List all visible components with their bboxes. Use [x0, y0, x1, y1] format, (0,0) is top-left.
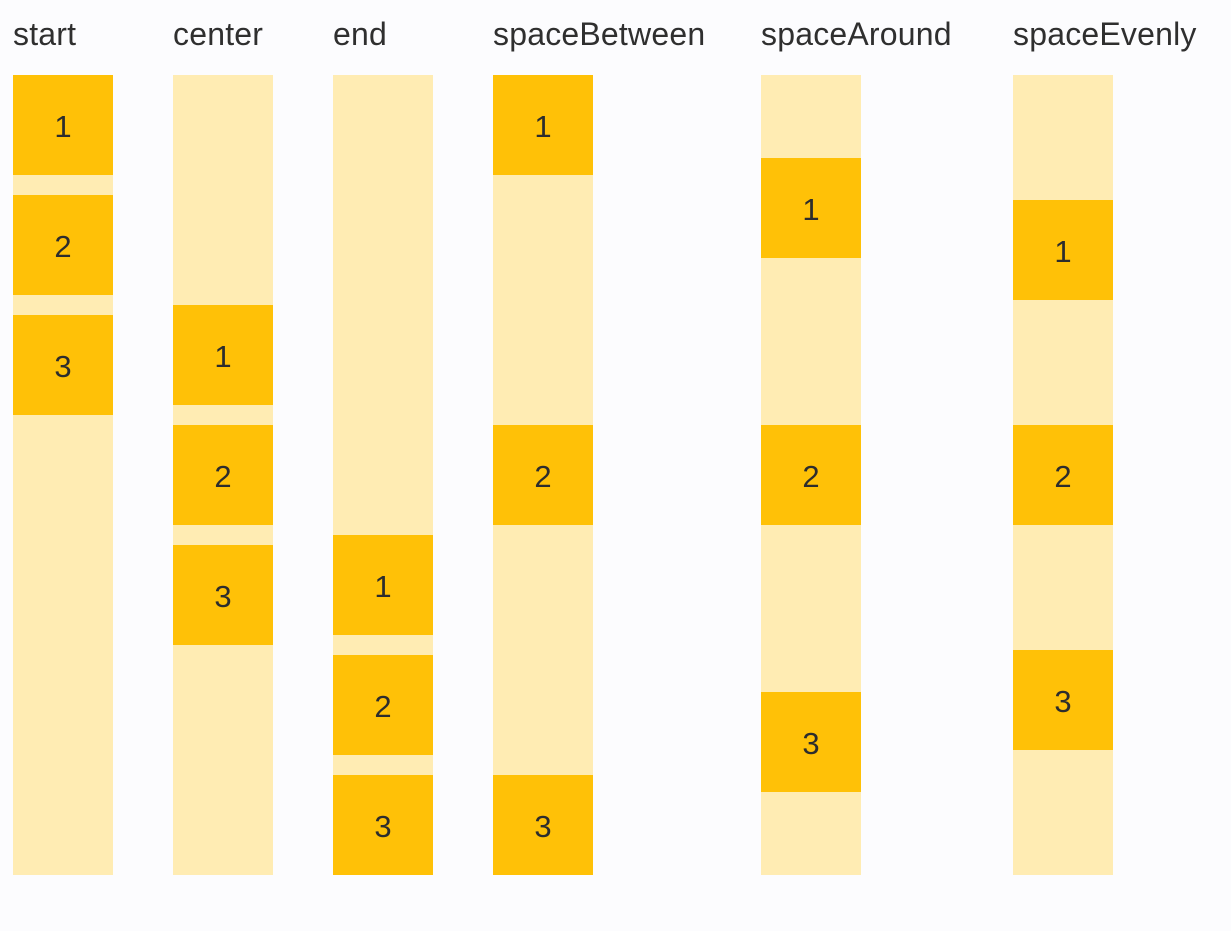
flex-item-box: 3	[493, 775, 593, 875]
flex-item-box: 1	[13, 75, 113, 175]
flex-container: 1 2 3	[1013, 75, 1113, 875]
column-group-end: end 1 2 3	[333, 0, 433, 931]
flex-container: 1 2 3	[13, 75, 113, 875]
column-group-space-around: spaceAround 1 2 3	[761, 0, 952, 931]
flex-item-box: 2	[1013, 425, 1113, 525]
column-label: spaceBetween	[493, 16, 706, 52]
flex-item-box: 3	[761, 691, 861, 792]
column-label: spaceAround	[761, 16, 952, 52]
column-group-center: center 1 2 3	[173, 0, 273, 931]
flex-item-box: 1	[333, 535, 433, 635]
column-label: spaceEvenly	[1013, 16, 1197, 52]
column-group-space-evenly: spaceEvenly 1 2 3	[1013, 0, 1196, 931]
flex-item-box: 3	[1013, 650, 1113, 750]
flex-item-box: 3	[173, 545, 273, 645]
column-group-start: start 1 2 3	[13, 0, 113, 931]
flex-item-box: 2	[493, 425, 593, 525]
flex-item-box: 1	[173, 305, 273, 405]
column-label: center	[173, 16, 264, 52]
flex-item-box: 1	[493, 75, 593, 175]
flex-container: 1 2 3	[333, 75, 433, 875]
flex-item-box: 2	[173, 425, 273, 525]
column-label: start	[13, 16, 77, 52]
flex-item-box: 2	[13, 195, 113, 295]
flex-container: 1 2 3	[761, 75, 861, 875]
flex-item-box: 2	[333, 655, 433, 755]
flex-item-box: 3	[333, 775, 433, 875]
column-group-space-between: spaceBetween 1 2 3	[493, 0, 705, 931]
flex-item-box: 3	[13, 315, 113, 415]
flex-container: 1 2 3	[173, 75, 273, 875]
column-label: end	[333, 16, 387, 52]
flex-item-box: 1	[1013, 200, 1113, 300]
flex-item-box: 2	[761, 424, 861, 525]
flex-item-box: 1	[761, 158, 861, 259]
flex-container: 1 2 3	[493, 75, 593, 875]
